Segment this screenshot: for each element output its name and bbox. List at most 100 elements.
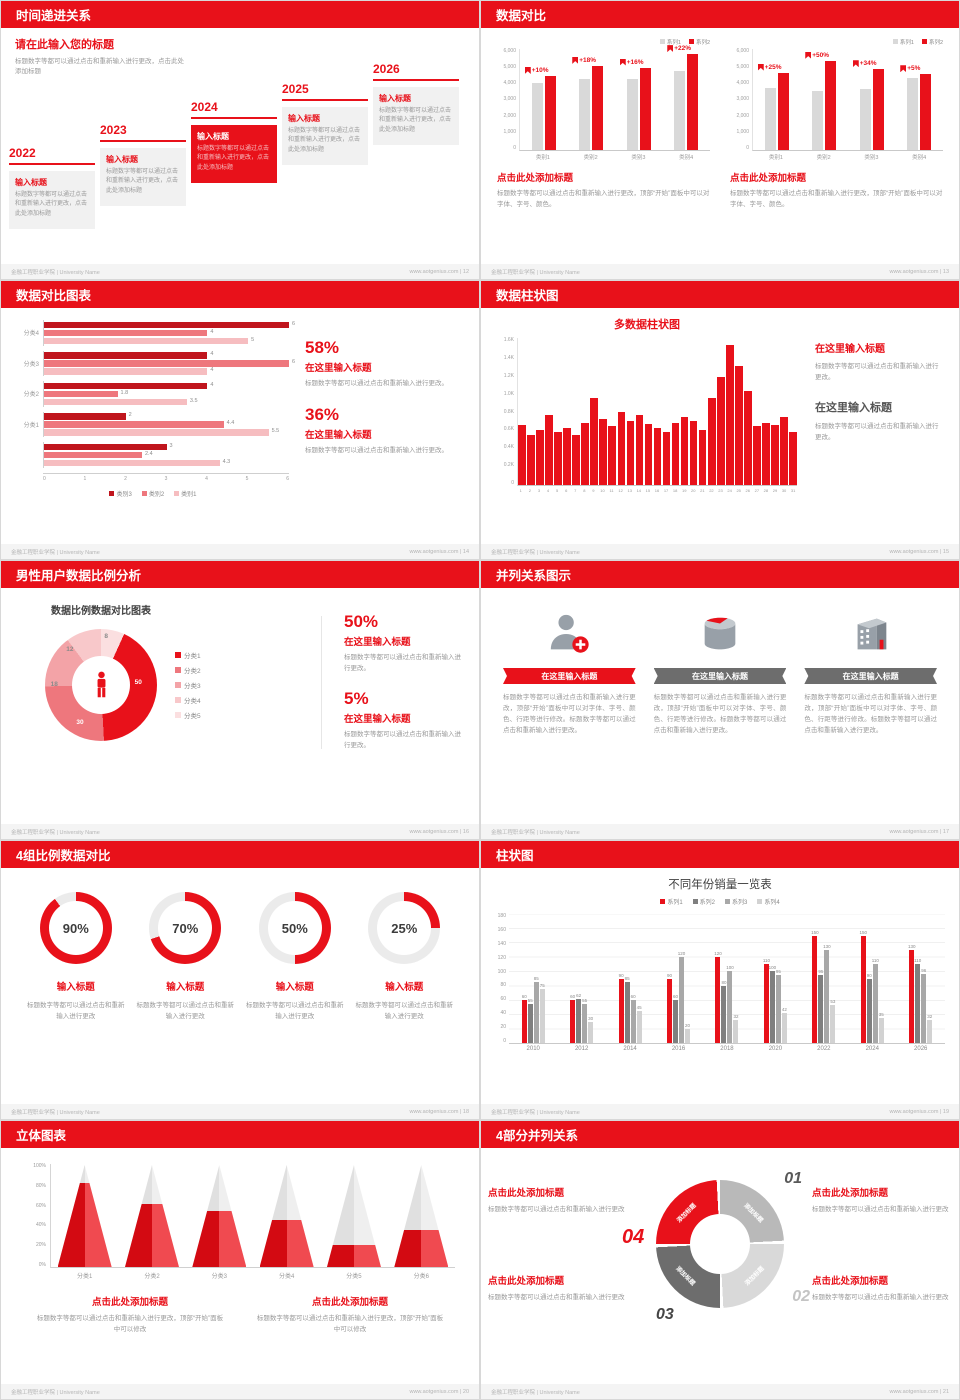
cone-fill <box>124 1203 179 1267</box>
cone-fill <box>394 1230 449 1267</box>
value-label: 120 <box>714 951 722 956</box>
segment-number: 03 <box>656 1306 674 1323</box>
building-icon <box>804 608 937 660</box>
footer-university: 金融工程职业学院 | University Name <box>491 1389 580 1396</box>
bar <box>744 391 752 485</box>
caption-title: 点击此处添加标题 <box>91 1297 168 1308</box>
slide-body: 分类4 6 4 5 分类3 4 6 4 分类2 4 1.8 3.5 分类1 2 4.4 5.5 3 2.4 4.3 0… <box>1 308 479 544</box>
slide-title: 数据柱状图 <box>496 289 559 303</box>
slide-header-bar: 时间递进关系 <box>1 1 479 28</box>
slice-value: 12 <box>66 645 74 653</box>
progress-ring: 90% <box>39 892 112 964</box>
cone-shape <box>326 1165 381 1267</box>
x-tick-label: 0 <box>43 475 46 482</box>
percent-value: +18% <box>579 56 597 64</box>
y-tick-label: 2,000 <box>503 112 516 119</box>
timeline-step[interactable]: 2026 输入标题 标题数字等都可以通过点击和重新输入进行更改，点击此处添加标题 <box>373 62 459 145</box>
flag-icon <box>619 58 626 66</box>
y-axis: 6,000 5,000 4,000 3,000 2,000 1,000 0 <box>497 49 519 151</box>
bar: 100 <box>769 965 776 1043</box>
bar <box>635 415 644 485</box>
slide-19-grouped-bars[interactable]: 柱状图 不同年份销量一览表 系列1 系列2 系列3 系列4 180 160 140 120 1… <box>481 841 959 1119</box>
timeline-step[interactable]: 2023 输入标题 标题数字等都可以通过点击和重新输入进行更改，点击此处添加标题 <box>100 123 186 206</box>
item-text: 标题数字等都可以通过点击和重新输入进行更改，顶部“开始”面板中可以对字体、字号、… <box>653 694 787 735</box>
bar-group: 3 2.4 4.3 <box>17 442 289 468</box>
progress-ring: 70% <box>149 892 222 964</box>
bar <box>644 424 653 485</box>
value-label: 6 <box>292 359 296 365</box>
y-axis: 1.6K 1.4K 1.2K 1.0K 0.8K 0.6K 0.4K 0.2K 0 <box>497 338 517 486</box>
bar <box>608 426 617 485</box>
bar: 30 <box>588 1016 593 1043</box>
block-text: 标题数字等都可以通过点击和重新输入进行更改 <box>812 1205 949 1213</box>
bar-series1 <box>907 77 919 150</box>
plot-area <box>517 338 797 486</box>
value-label: 1.8 <box>120 389 129 396</box>
ratio-item[interactable]: 50% 输入标题 标题数字等都可以通过点击和重新输入进行更改 <box>246 892 344 1022</box>
value-label: 55 <box>582 997 588 1003</box>
slide-21-four-part-circle[interactable]: 4部分并列关系 点击此处添加标题 标题数字等都可以通过点击和重新输入进行更改 点… <box>481 1121 959 1399</box>
ratio-item[interactable]: 90% 输入标题 标题数字等都可以通过点击和重新输入进行更改 <box>27 892 125 1022</box>
flag-icon <box>805 51 812 59</box>
slide-16-donut-analysis[interactable]: 男性用户数据比例分析 数据比例数据对比图表 <box>1 561 479 839</box>
slice-value: 30 <box>76 718 84 726</box>
timeline-box: 输入标题 标题数字等都可以通过点击和重新输入进行更改，点击此处添加标题 <box>373 87 459 145</box>
stats-panel: 50% 在这里输入标题 标题数字等都可以通过点击和重新输入进行更改。 5% 在这… <box>334 598 463 767</box>
segment-number: 04 <box>622 1226 645 1248</box>
bar-series2 <box>687 54 699 150</box>
parallel-item-1[interactable]: 在这里输入标题 标题数字等都可以通过点击和重新输入进行更改，顶部“开始”面板中可… <box>503 608 636 736</box>
value-label: 32 <box>927 1014 933 1020</box>
flag-icon <box>757 63 764 71</box>
percent-value: +50% <box>812 51 830 59</box>
slide-13-data-comparison[interactable]: 数据对比 系列1 系列2 6,000 5,000 4,000 3,000 2,000 1,0… <box>481 1 959 279</box>
chart-title: 多数据柱状图 <box>614 319 680 331</box>
timeline-step[interactable]: 2022 输入标题 标题数字等都可以通过点击和重新输入进行更改，点击此处添加标题 <box>9 146 95 229</box>
bar: 32 <box>927 1014 932 1043</box>
slide-15-multi-bar[interactable]: 数据柱状图 多数据柱状图 1.6K 1.4K 1.2K 1.0K 0.8K 0.6K 0.4… <box>481 281 959 559</box>
slide-title: 数据对比图表 <box>16 289 92 303</box>
value-label: 30 <box>588 1015 594 1021</box>
y-tick-label: 0 <box>503 1037 506 1044</box>
stat-value: 5% <box>344 689 369 709</box>
ratio-item[interactable]: 25% 输入标题 标题数字等都可以通过点击和重新输入进行更改 <box>355 892 453 1022</box>
progress-ring: 50% <box>258 892 331 964</box>
slide-12-time-progression[interactable]: 时间递进关系 请在此输入您的标题 标题数字等都可以通过点击和重新输入进行更改，点… <box>1 1 479 279</box>
bar: 80 <box>721 980 726 1043</box>
slide-header-bar: 数据对比图表 <box>1 281 479 308</box>
category-label: 分类4 <box>23 331 39 338</box>
slide-18-ratio-rings[interactable]: 4组比例数据对比 90% 输入标题 标题数字等都可以通过点击和重新输入进行更改 70%… <box>1 841 479 1119</box>
parallel-item-2[interactable]: 在这里输入标题 标题数字等都可以通过点击和重新输入进行更改，顶部“开始”面板中可… <box>653 608 787 736</box>
slide-17-parallel-items[interactable]: 并列关系图示 在这里输入标题 标题数字等都可以通过点击和重新输入进行更改 <box>481 561 959 839</box>
slide-title: 男性用户数据比例分析 <box>16 569 142 583</box>
slide-20-cone-chart[interactable]: 立体图表 100% 80% 60% 40% 20% 0% 分类1 分类2 分类3 分类4 分类5 分… <box>1 1121 479 1399</box>
bar-group: 60 55 85 75 <box>522 914 545 1043</box>
x-labels: 类别1 类别2 类别3 类别4 <box>752 151 943 161</box>
ratio-item[interactable]: 70% 输入标题 标题数字等都可以通过点击和重新输入进行更改 <box>136 892 234 1022</box>
percent-value: +5% <box>907 65 921 73</box>
percent-label: +50% <box>805 51 830 59</box>
timeline-step[interactable]: 2025 输入标题 标题数字等都可以通过点击和重新输入进行更改，点击此处添加标题 <box>282 82 368 165</box>
legend-label: 类别2 <box>148 491 165 498</box>
parallel-item-3[interactable]: 在这里输入标题 标题数字等都可以通过点击和重新输入进行更改，顶部“开始”面板中可… <box>804 608 938 736</box>
x-labels: 0 1 2 3 4 5 6 <box>43 472 289 482</box>
caption-block: 点击此处添加标题 标题数字等都可以通过点击和重新输入进行更改，顶部“开始”面板中… <box>35 1294 225 1335</box>
value-label: 4 <box>210 328 214 335</box>
timeline-step[interactable]: 2024 输入标题 标题数字等都可以通过点击和重新输入进行更改，点击此处添加标题 <box>191 100 277 183</box>
slide-footer: 金融工程职业学院 | University Name www.aotgenius… <box>481 1384 959 1399</box>
x-tick-label: 2012 <box>574 1046 589 1052</box>
bar: 32 <box>733 1014 738 1043</box>
footer-university: 金融工程职业学院 | University Name <box>491 829 580 836</box>
legend-item: 系列3 <box>725 897 747 906</box>
slide-14-hbar-comparison[interactable]: 数据对比图表 分类4 6 4 5 分类3 4 6 4 分类2 4 1.8 3.5 分类1 2 4.4 5.5 3… <box>1 281 479 559</box>
x-tick-label: 5 <box>245 475 249 482</box>
slide-header-bar: 并列关系图示 <box>481 561 959 588</box>
bar: 3.5 <box>44 398 198 405</box>
bars <box>626 49 651 150</box>
value-label: 55 <box>527 997 533 1003</box>
segmented-ring <box>656 1180 784 1308</box>
x-tick-label: 28 <box>763 488 769 493</box>
caption-title: 点击此处添加标题 <box>311 1297 388 1308</box>
y-tick-label: 1.6K <box>503 337 514 343</box>
x-tick-label: 类别1 <box>768 155 783 161</box>
